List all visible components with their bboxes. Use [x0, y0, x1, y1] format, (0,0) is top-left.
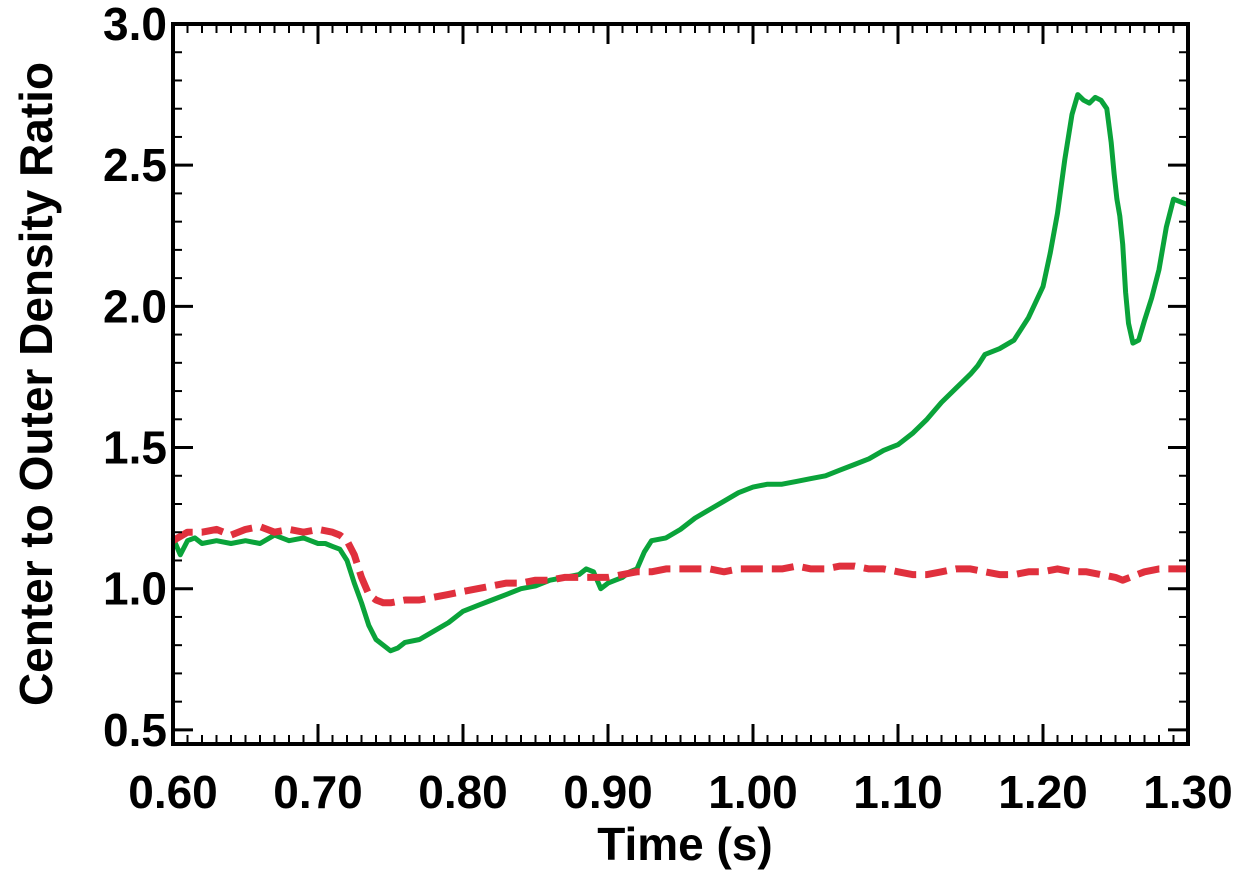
x-tick-label: 0.70	[273, 766, 363, 818]
x-tick-label: 0.80	[418, 766, 508, 818]
series-line-1	[170, 92, 1189, 654]
x-axis-title: Time (s)	[597, 818, 773, 870]
x-tick-label: 0.90	[563, 766, 653, 818]
x-tick-label: 1.10	[853, 766, 943, 818]
y-tick-label: 1.0	[103, 563, 167, 615]
x-tick-label: 1.00	[708, 766, 798, 818]
y-axis: 0.5 1.0 1.5 2.0 2.5 3.0	[103, 0, 1188, 756]
y-tick-label: 0.5	[103, 704, 167, 756]
y-tick-label: 3.0	[103, 0, 167, 50]
y-tick-label: 2.0	[103, 280, 167, 332]
x-tick-label: 1.20	[998, 766, 1088, 818]
series-layer	[170, 92, 1189, 654]
plot-frame	[171, 22, 1190, 746]
y-axis-title: Center to Outer Density Ratio	[10, 62, 62, 706]
x-tick-label: 1.30	[1143, 766, 1233, 818]
y-tick-label: 1.5	[103, 422, 167, 474]
y-tick-label: 2.5	[103, 139, 167, 191]
x-tick-label: 0.60	[128, 766, 218, 818]
x-axis: 0.60 0.70 0.80 0.90 1.00 1.10 1.20 1.30	[128, 24, 1233, 818]
series-line-2	[171, 523, 1188, 607]
